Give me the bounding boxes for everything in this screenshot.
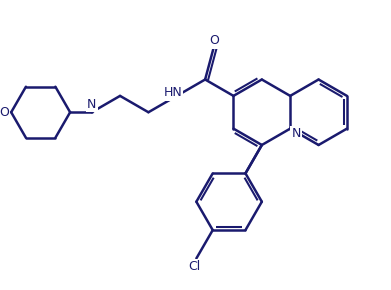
Text: O: O: [210, 35, 219, 48]
Text: Cl: Cl: [188, 260, 201, 273]
Text: N: N: [87, 98, 97, 111]
Text: HN: HN: [163, 86, 182, 99]
Text: N: N: [291, 127, 301, 140]
Text: O: O: [0, 106, 9, 119]
